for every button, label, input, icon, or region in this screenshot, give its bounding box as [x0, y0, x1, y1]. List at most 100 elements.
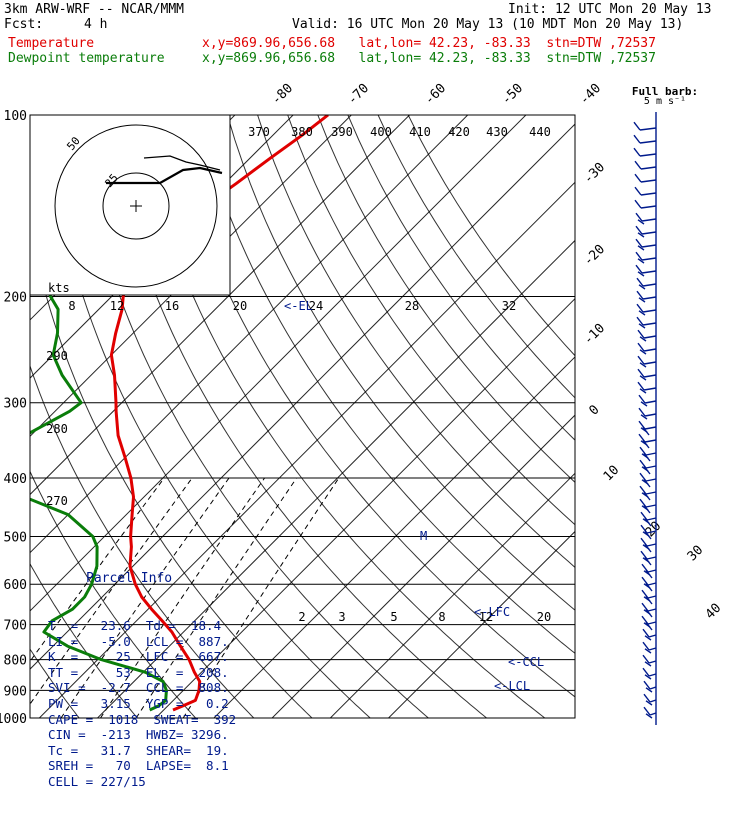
- wind-barb-feather: [642, 641, 650, 651]
- wind-barb-feather: [636, 277, 644, 287]
- isotherm-label: -70: [345, 81, 372, 108]
- isotherm-label: -50: [499, 81, 526, 108]
- wind-barb-feather: [643, 706, 651, 716]
- wind-barb-feather: [639, 388, 647, 394]
- wind-barb-shaft: [648, 673, 657, 677]
- wind-barb-feather: [644, 543, 652, 553]
- pressure-label: 500: [4, 530, 27, 545]
- wind-barb-feather: [635, 212, 643, 222]
- hodograph-ring-inner: [102, 172, 170, 240]
- dry-adiabat-label: 410: [409, 125, 431, 139]
- plot-frame: [29, 114, 576, 719]
- wind-barb-feather: [636, 303, 644, 313]
- wind-barb-feather: [643, 478, 651, 488]
- parcel-info-row: T = 23.6 Td = 18.4: [48, 617, 222, 633]
- parcel-info-row: LI = -5.0 LCL = 887.: [48, 633, 229, 649]
- isotherm-label: -80: [269, 81, 296, 108]
- wind-barb-feather: [637, 219, 645, 225]
- hodograph-units-label: kts: [48, 281, 70, 295]
- wind-barb-feather: [645, 700, 653, 706]
- parcel-info-row: K = 25 LFC = 667.: [48, 649, 229, 665]
- dewpoint-location: x,y=869.96,656.68 lat,lon= 42.23, -83.33…: [202, 51, 656, 66]
- isotherm-line: [97, 239, 575, 718]
- level-marker: <-CCL: [508, 655, 544, 669]
- wind-barb-shaft: [649, 699, 657, 703]
- isotherm-line: [0, 115, 2, 718]
- isotherm-label: -40: [577, 81, 604, 108]
- dry-adiabat-label: 430: [486, 125, 508, 139]
- pressure-label: 800: [4, 654, 27, 669]
- isotherm-label: 10: [601, 463, 623, 485]
- wind-barb-shaft: [646, 517, 657, 521]
- wind-barb-feather: [642, 426, 650, 436]
- wind-barb-feather: [642, 667, 650, 677]
- level-marker: <-EL: [284, 299, 313, 313]
- mixing-ratio-line: [182, 477, 340, 718]
- hodograph-trace-upper: [143, 155, 221, 171]
- wind-barb-feather: [634, 173, 642, 183]
- dry-adiabat-label: 390: [331, 125, 353, 139]
- isotherm-line: [38, 181, 575, 718]
- wind-barb-shaft: [640, 166, 657, 170]
- wind-barb-shaft: [645, 465, 657, 469]
- pressure-label: 400: [4, 472, 27, 487]
- level-marker: <-LCL: [494, 679, 530, 693]
- wind-barb-shaft: [646, 530, 657, 534]
- mixing-ratio-line: [135, 477, 298, 718]
- dry-adiabat: [377, 115, 575, 399]
- isotherm-label: 0: [586, 402, 602, 418]
- wind-barb-feather: [645, 621, 653, 631]
- dry-adiabat-label: 380: [291, 125, 313, 139]
- wind-barb-feather: [640, 414, 648, 420]
- wind-barb-feather: [635, 238, 643, 248]
- wind-barb-feather: [635, 251, 643, 261]
- isotherm-label: -10: [581, 321, 608, 348]
- parcel-info-row: CAPE = 1018 SWEAT= 392: [48, 711, 237, 727]
- wind-barb-feather: [637, 355, 645, 365]
- wind-barb-feather: [643, 504, 651, 514]
- dry-adiabat: [76, 115, 429, 718]
- init-time: Init: 12 UTC Mon 20 May 13: [508, 2, 712, 17]
- hodograph-speed-label: 20: [233, 299, 247, 313]
- wind-barb-feather: [633, 147, 641, 157]
- skewt-chart-window: 3km ARW-WRF -- NCAR/MMM Init: 12 UTC Mon…: [0, 2, 724, 789]
- hodograph-ring-outer: [54, 124, 218, 288]
- wind-barb-feather: [637, 232, 645, 238]
- pressure-label: 700: [4, 619, 27, 634]
- parcel-info-title: Parcel Info: [86, 571, 173, 587]
- wind-barb-shaft: [639, 140, 657, 144]
- wind-barb-feather: [633, 134, 641, 144]
- wind-barb-feather: [639, 349, 647, 355]
- wind-barb-shaft: [645, 504, 657, 508]
- dry-adiabat: [30, 648, 80, 718]
- parcel-info-row: CIN = -213 HWBZ= 3296.: [48, 727, 229, 743]
- wind-barb-feather: [644, 517, 652, 527]
- dry-adiabat: [166, 115, 575, 698]
- dry-adiabat-label: 420: [448, 125, 470, 139]
- isotherm-line: [213, 356, 575, 718]
- wind-barb-shaft: [641, 244, 657, 248]
- level-marker: M: [420, 529, 427, 543]
- dry-adiabat: [347, 115, 575, 441]
- dry-adiabat: [136, 115, 546, 718]
- wind-barb-feather: [645, 582, 653, 592]
- theta-label: 290: [46, 349, 68, 363]
- isotherm-label: -20: [581, 242, 608, 269]
- wind-barb-feather: [638, 310, 646, 316]
- wind-barb-feather: [634, 160, 642, 170]
- wind-barb-feather: [633, 121, 641, 131]
- wind-barb-shaft: [640, 179, 657, 183]
- wind-barb-feather: [644, 648, 652, 654]
- wind-barb-feather: [637, 245, 645, 251]
- valid-time: Valid: 16 UTC Mon 20 May 13 (10 MDT Mon …: [292, 17, 684, 32]
- wind-barb-shaft: [643, 387, 657, 391]
- wind-barb-shaft: [643, 348, 657, 352]
- isotherm-line: [30, 115, 469, 554]
- wind-barb-shaft: [647, 582, 657, 586]
- wind-barb-shaft: [647, 569, 657, 573]
- hodograph-speed-label: 24: [309, 299, 323, 313]
- isotherm-line: [329, 472, 575, 718]
- dry-adiabat: [317, 115, 575, 484]
- isotherm-label: 20: [643, 519, 665, 541]
- wind-barb-feather: [634, 199, 642, 209]
